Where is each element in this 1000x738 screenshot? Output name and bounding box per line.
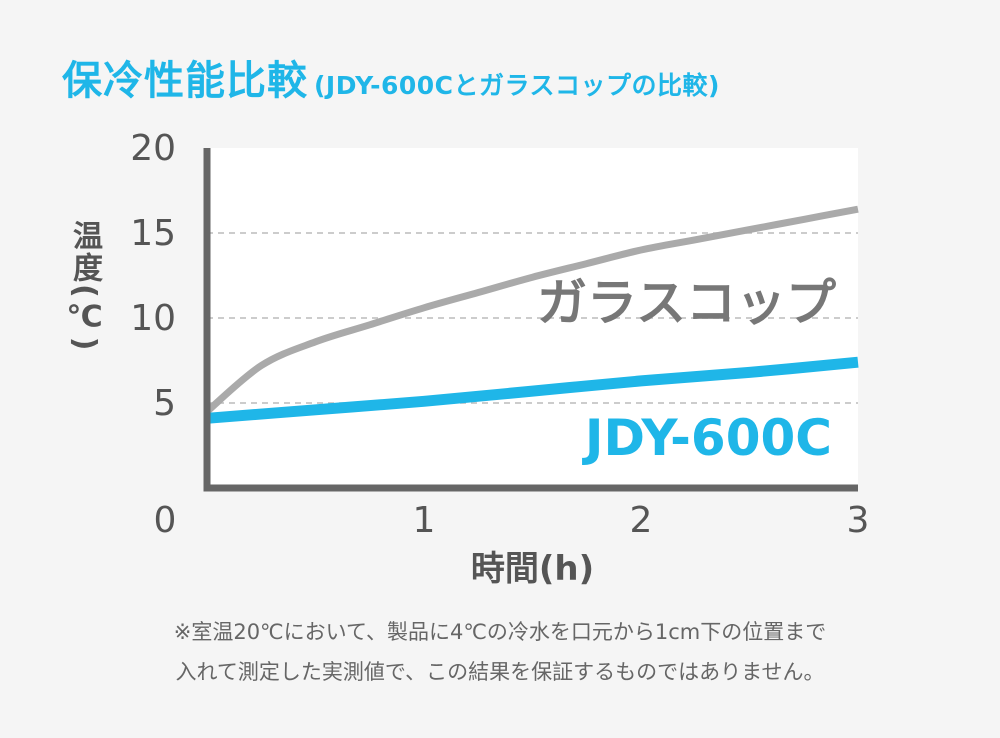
- footnote-line-2: 入れて測定した実測値で、この結果を保証するものではありません。: [175, 660, 825, 684]
- y-tick-label: 20: [130, 128, 176, 169]
- y-tick-label: 10: [130, 298, 176, 339]
- x-tick-label: 0: [154, 500, 177, 541]
- x-axis-label: 時間(h): [471, 549, 594, 589]
- chart-svg: 0 1 2 3 5 10 15 20 時間(h) ガラスコップ JDY-600C: [130, 128, 870, 589]
- y-tick-label: 5: [153, 383, 176, 424]
- x-tick-label: 3: [847, 500, 870, 541]
- footnote-line-1: ※室温20℃において、製品に4℃の冷水を口元から1cm下の位置まで: [173, 620, 827, 644]
- series-label-glass: ガラスコップ: [537, 274, 836, 332]
- chart-title: 保冷性能比較: [62, 58, 308, 104]
- chart-title-block: 保冷性能比較 (JDY-600Cとガラスコップの比較): [62, 48, 720, 106]
- series-label-jdy: JDY-600C: [582, 409, 832, 467]
- x-tick-label: 2: [630, 500, 653, 541]
- series-line-jdy: [206, 356, 859, 424]
- series-line-glass: [204, 205, 859, 415]
- x-tick-label: 1: [413, 500, 436, 541]
- axes: [203, 148, 858, 492]
- footnote: ※室温20℃において、製品に4℃の冷水を口元から1cm下の位置まで 入れて測定し…: [0, 612, 1000, 692]
- chart-subtitle: (JDY-600Cとガラスコップの比較): [314, 71, 720, 100]
- y-tick-label: 15: [130, 213, 176, 254]
- y-axis-label: 温度(℃): [67, 220, 102, 353]
